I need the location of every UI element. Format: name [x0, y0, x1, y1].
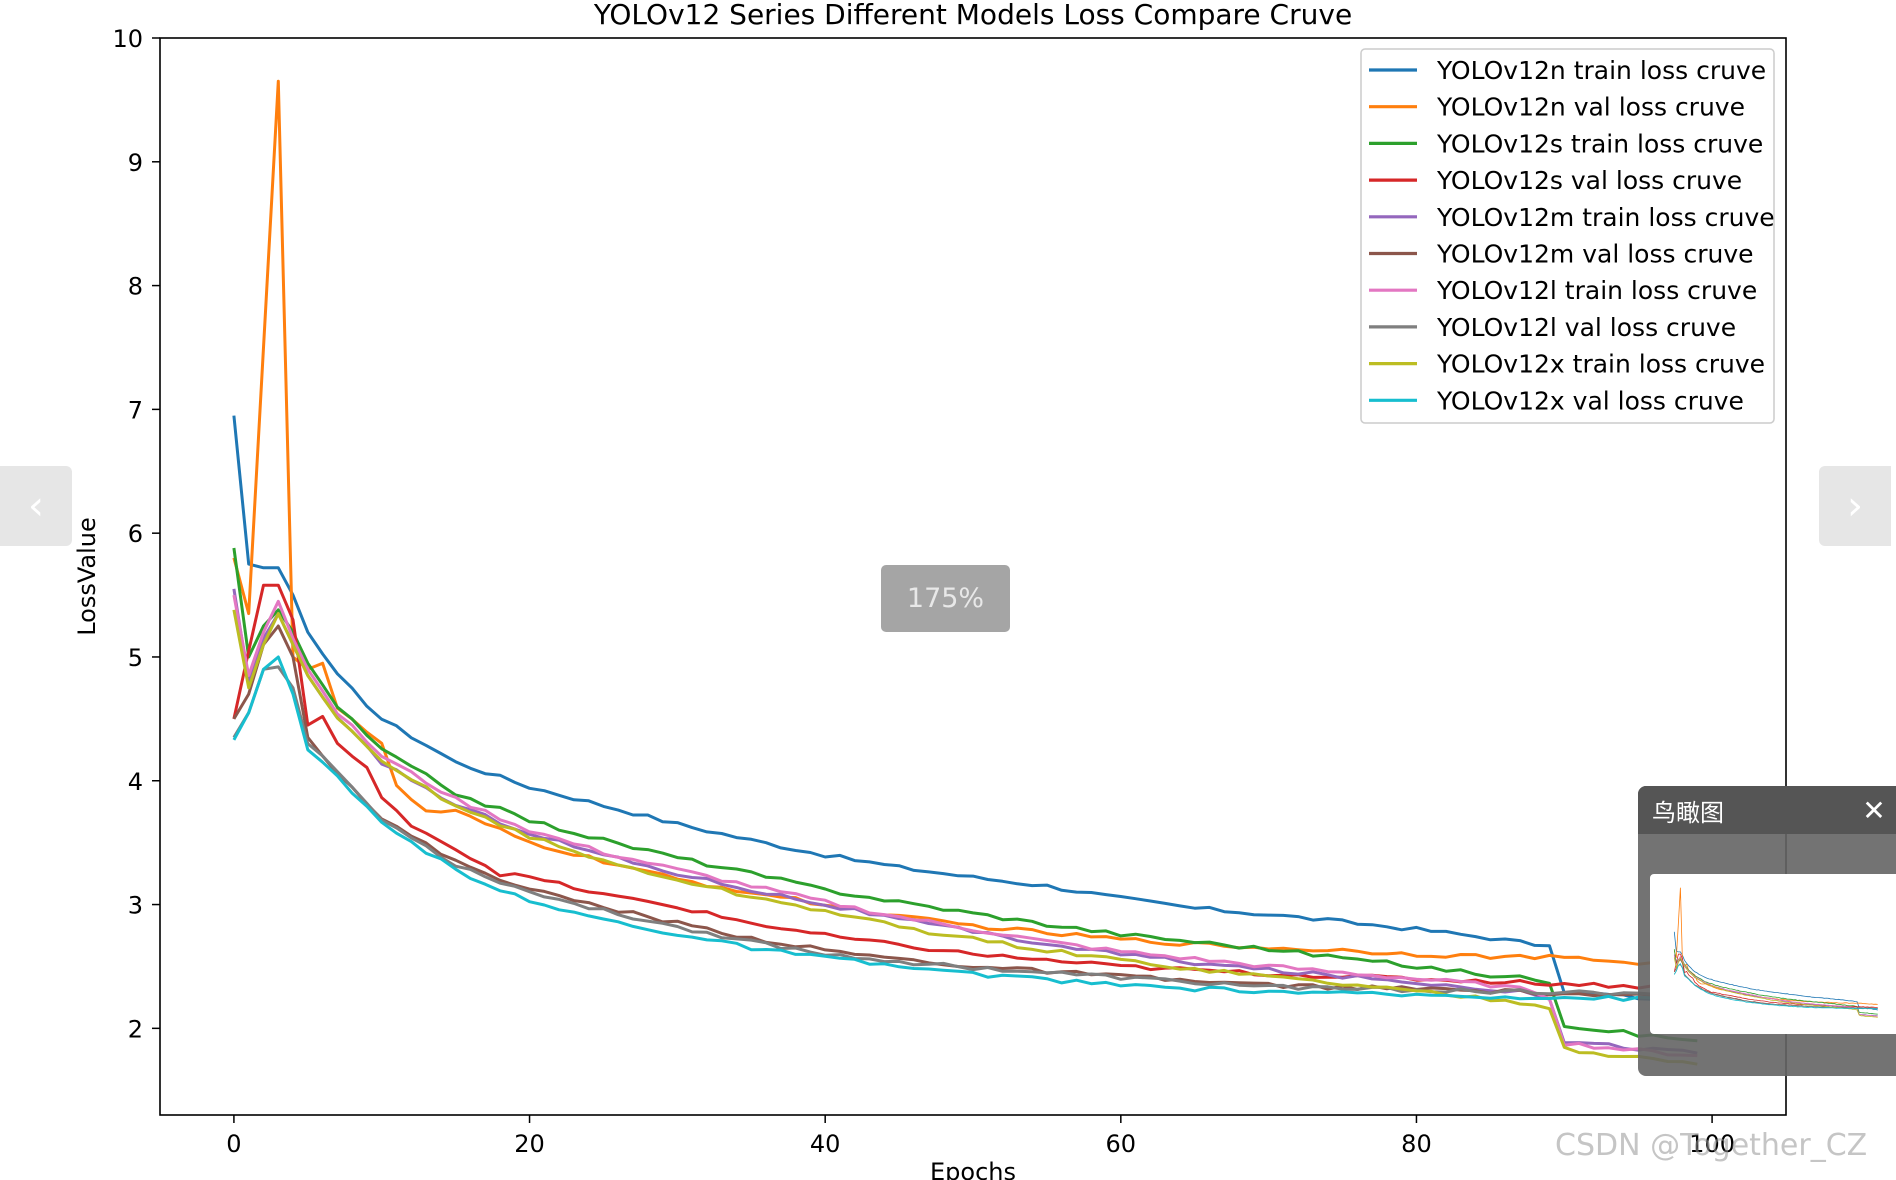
next-image-button[interactable]: ›	[1819, 466, 1891, 546]
legend-label: YOLOv12x train loss cruve	[1436, 350, 1765, 379]
legend-label: YOLOv12l train loss cruve	[1436, 276, 1757, 305]
series-line-7	[232, 594, 1698, 1058]
legend-label: YOLOv12s train loss cruve	[1436, 129, 1763, 158]
x-tick-label: 20	[514, 1130, 545, 1158]
birdseye-thumbnail[interactable]	[1650, 874, 1896, 1034]
x-tick-label: 80	[1401, 1130, 1432, 1158]
y-tick-label: 10	[112, 25, 143, 53]
y-axis-label: LossValue	[73, 517, 101, 636]
series-lines	[232, 79, 1698, 1066]
y-tick-label: 6	[128, 520, 143, 548]
thumbnail-series-line	[1673, 931, 1878, 1011]
previous-image-button[interactable]: ‹	[0, 466, 72, 546]
legend-label: YOLOv12s val loss cruve	[1436, 166, 1742, 195]
x-tick-label: 40	[810, 1130, 841, 1158]
chart-title: YOLOv12 Series Different Models Loss Com…	[593, 0, 1352, 31]
axis-ticks: 0 20 40 60 80 100 2 3 4 5 6 7 8 9 10	[112, 25, 1735, 1158]
y-tick-label: 3	[128, 892, 143, 920]
x-tick-label: 100	[1689, 1130, 1735, 1158]
zoom-level-indicator: 175%	[881, 565, 1010, 632]
legend-label: YOLOv12l val loss cruve	[1436, 313, 1736, 342]
x-tick-label: 0	[226, 1130, 241, 1158]
birdseye-title: 鸟瞰图	[1652, 798, 1724, 827]
x-axis-label: Epochs	[930, 1158, 1016, 1180]
y-tick-label: 2	[128, 1015, 143, 1043]
y-tick-label: 9	[128, 149, 143, 177]
legend-box	[1360, 48, 1775, 424]
birdseye-header: 鸟瞰图 ✕	[1638, 786, 1896, 834]
thumbnail-series-line	[1673, 949, 1878, 1015]
y-tick-label: 5	[128, 644, 143, 672]
thumbnail-chart	[1673, 887, 1878, 1018]
close-icon[interactable]: ✕	[1862, 793, 1886, 827]
thumbnail-series-line	[1673, 955, 1878, 1017]
chevron-right-icon: ›	[1847, 483, 1863, 529]
y-tick-label: 4	[128, 768, 143, 796]
legend: YOLOv12n train loss cruve YOLOv12n val lo…	[1360, 48, 1775, 424]
thumbnail-series-line	[1673, 964, 1878, 1010]
legend-label: YOLOv12n train loss cruve	[1436, 56, 1766, 85]
plot-frame	[159, 37, 1787, 1116]
chevron-left-icon: ‹	[28, 483, 44, 529]
y-tick-label: 7	[128, 396, 143, 424]
x-tick-label: 60	[1106, 1130, 1137, 1158]
legend-label: YOLOv12n val loss cruve	[1436, 93, 1745, 122]
legend-label: YOLOv12x val loss cruve	[1436, 386, 1744, 415]
y-tick-label: 8	[128, 273, 143, 301]
legend-label: YOLOv12m train loss cruve	[1436, 203, 1775, 232]
series-line-8	[232, 665, 1698, 1000]
series-line-2	[232, 79, 1698, 968]
birdseye-panel[interactable]: 鸟瞰图 ✕	[1638, 786, 1896, 1076]
legend-label: YOLOv12m val loss cruve	[1436, 240, 1754, 269]
thumbnail-series-line	[1673, 962, 1878, 1010]
thumbnail-series-line	[1673, 887, 1878, 1005]
series-line-3	[232, 547, 1698, 1043]
series-line-1	[232, 415, 1698, 1012]
watermark: CSDN @Together_CZ	[1555, 1128, 1868, 1163]
series-line-10	[232, 655, 1698, 1002]
